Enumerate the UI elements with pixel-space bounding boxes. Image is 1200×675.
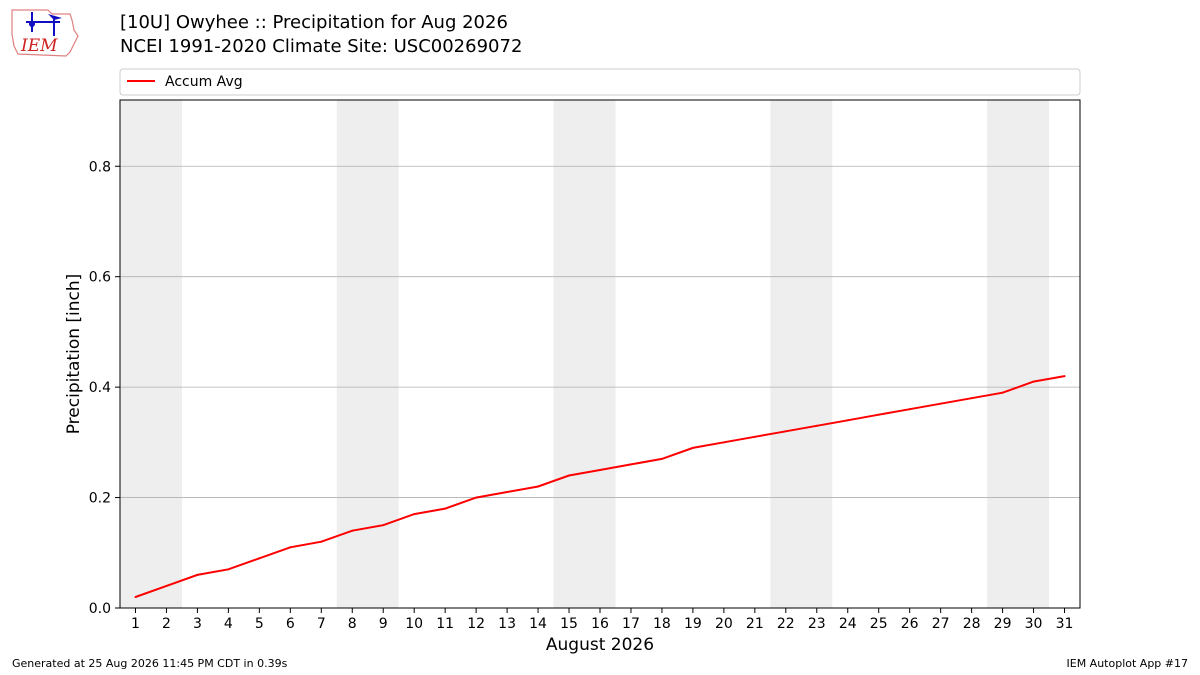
y-tick-label: 0.6	[89, 270, 111, 286]
data-point	[939, 402, 942, 405]
legend-box	[119, 68, 1081, 96]
x-tick-label: 29	[994, 616, 1012, 632]
data-point	[970, 397, 973, 400]
svg-text:IEM: IEM	[20, 36, 58, 56]
data-point	[784, 430, 787, 433]
x-tick-label: 25	[870, 616, 888, 632]
weekend-shade	[553, 100, 616, 608]
x-tick-label: 3	[193, 616, 202, 632]
x-tick-label: 28	[963, 616, 981, 632]
y-tick-label: 0.4	[89, 380, 111, 396]
y-tick-label: 0.2	[89, 491, 111, 507]
data-point	[815, 424, 818, 427]
x-tick-label: 23	[808, 616, 826, 632]
data-point	[660, 457, 663, 460]
generated-timestamp: Generated at 25 Aug 2026 11:45 PM CDT in…	[12, 657, 288, 670]
x-tick-label: 19	[684, 616, 702, 632]
x-tick-label: 20	[715, 616, 733, 632]
iem-logo: IEM	[11, 9, 79, 57]
x-tick-label: 27	[932, 616, 950, 632]
x-tick-label: 15	[560, 616, 578, 632]
data-point	[413, 513, 416, 516]
x-tick-label: 16	[591, 616, 609, 632]
x-tick-label: 6	[286, 616, 295, 632]
x-tick-label: 13	[498, 616, 516, 632]
x-tick-label: 17	[622, 616, 640, 632]
x-tick-label: 11	[436, 616, 454, 632]
y-tick-label: 0.8	[89, 159, 111, 175]
x-tick-label: 14	[529, 616, 547, 632]
chart-subtitle: NCEI 1991-2020 Climate Site: USC00269072	[120, 36, 523, 57]
data-point	[629, 463, 632, 466]
data-point	[908, 408, 911, 411]
weekend-shade	[770, 100, 833, 608]
autoplot-app-label: IEM Autoplot App #17	[1066, 657, 1189, 670]
data-point	[351, 529, 354, 532]
data-point	[134, 595, 137, 598]
x-tick-label: 10	[405, 616, 423, 632]
x-tick-label: 7	[317, 616, 326, 632]
data-point	[444, 507, 447, 510]
x-tick-label: 22	[777, 616, 795, 632]
data-point	[320, 540, 323, 543]
data-point	[877, 413, 880, 416]
x-tick-label: 30	[1025, 616, 1043, 632]
x-tick-label: 31	[1056, 616, 1074, 632]
x-tick-label: 21	[746, 616, 764, 632]
data-point	[258, 557, 261, 560]
x-tick-label: 2	[162, 616, 171, 632]
x-axis-label: August 2026	[546, 635, 654, 655]
data-point	[722, 441, 725, 444]
y-tick-label: 0.0	[89, 601, 111, 617]
data-point	[1032, 380, 1035, 383]
weekend-shade	[336, 100, 399, 608]
x-tick-label: 4	[224, 616, 233, 632]
x-tick-label: 8	[348, 616, 357, 632]
data-point	[846, 419, 849, 422]
data-point	[196, 573, 199, 576]
data-point	[382, 524, 385, 527]
x-tick-label: 1	[131, 616, 140, 632]
x-tick-label: 24	[839, 616, 857, 632]
data-point	[165, 584, 168, 587]
data-point	[1063, 375, 1066, 378]
x-tick-label: 12	[467, 616, 485, 632]
legend-label: Accum Avg	[165, 74, 243, 90]
data-point	[227, 568, 230, 571]
x-tick-label: 5	[255, 616, 264, 632]
weekend-shade	[987, 100, 1050, 608]
data-point	[289, 546, 292, 549]
y-axis-label: Precipitation [inch]	[64, 274, 84, 435]
data-point	[1001, 391, 1004, 394]
data-point	[506, 491, 509, 494]
chart-title: [10U] Owyhee :: Precipitation for Aug 20…	[120, 12, 508, 33]
data-point	[537, 485, 540, 488]
data-point	[475, 496, 478, 499]
data-point	[568, 474, 571, 477]
data-point	[691, 446, 694, 449]
x-tick-label: 18	[653, 616, 671, 632]
data-point	[599, 468, 601, 471]
x-tick-label: 9	[379, 616, 388, 632]
x-tick-label: 26	[901, 616, 919, 632]
data-point	[753, 435, 756, 438]
plot-frame	[119, 99, 1081, 609]
weekend-shade	[120, 100, 182, 608]
